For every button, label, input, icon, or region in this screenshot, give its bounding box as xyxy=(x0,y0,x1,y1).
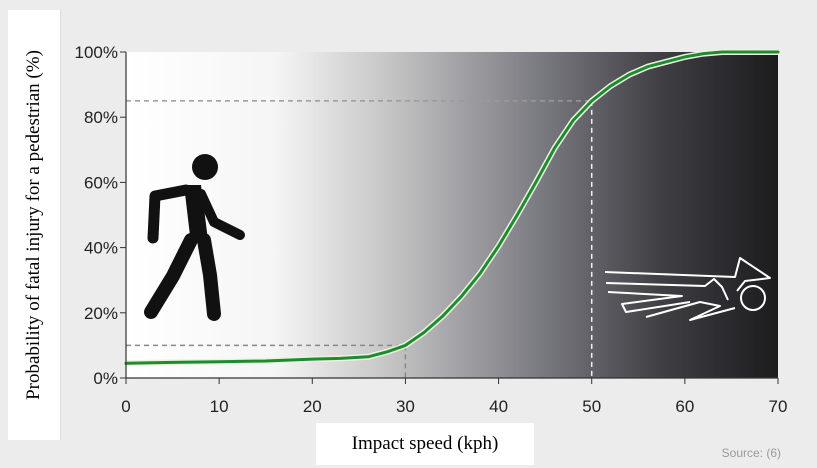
series-line-1 xyxy=(124,50,780,365)
y-tick-label: 40% xyxy=(84,239,118,258)
x-axis-label-box: Impact speed (kph) xyxy=(316,423,534,465)
plot-background xyxy=(126,52,778,378)
x-tick-label: 50 xyxy=(582,397,601,416)
x-tick-label: 70 xyxy=(769,397,788,416)
x-tick-label: 0 xyxy=(121,397,130,416)
x-axis-label: Impact speed (kph) xyxy=(351,433,499,454)
x-tick-label: 40 xyxy=(489,397,508,416)
y-axis-label: Probability of fatal injury for a pedest… xyxy=(23,50,44,400)
x-tick-label: 30 xyxy=(396,397,415,416)
y-tick-label: 60% xyxy=(84,173,118,192)
x-tick-label: 20 xyxy=(303,397,322,416)
x-tick-label: 60 xyxy=(675,397,694,416)
y-tick-label: 20% xyxy=(84,304,118,323)
source-note: Source: (6) xyxy=(721,446,781,460)
fallen-pedestrian-outline-icon xyxy=(604,257,771,321)
y-tick-label: 0% xyxy=(93,369,118,388)
x-tick-label: 10 xyxy=(210,397,229,416)
y-tick-label: 100% xyxy=(75,43,118,62)
y-tick-label: 80% xyxy=(84,108,118,127)
walking-pedestrian-icon xyxy=(144,154,245,321)
y-axis-label-box: Probability of fatal injury for a pedest… xyxy=(8,10,61,440)
